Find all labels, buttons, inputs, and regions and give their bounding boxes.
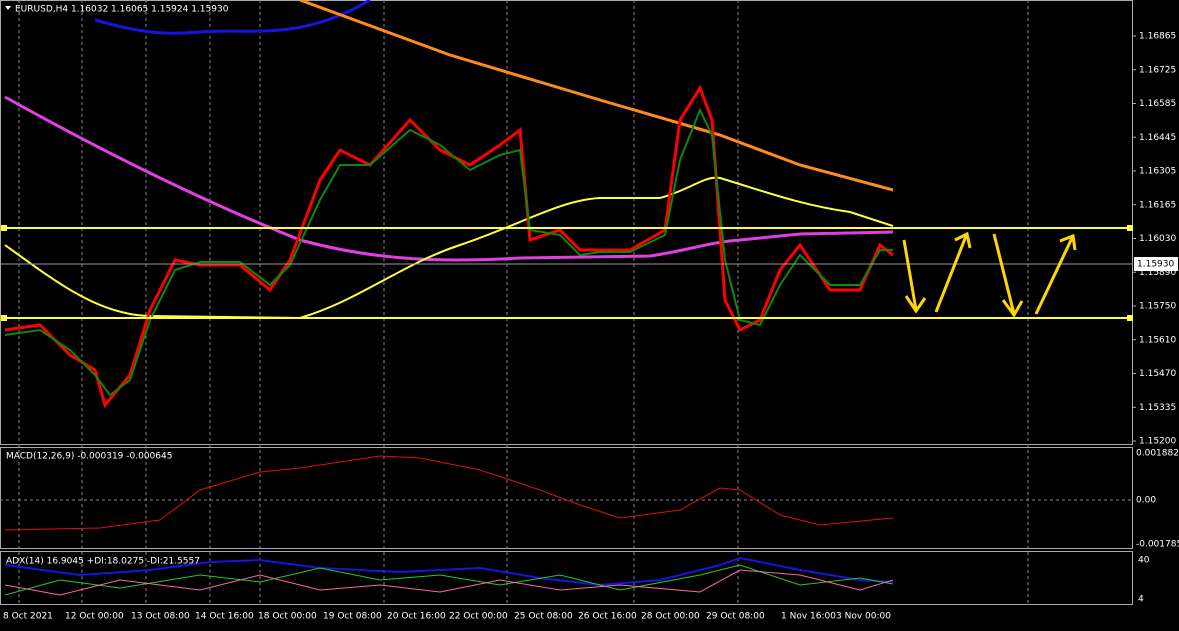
time-label: 25 Oct 08:00	[514, 612, 573, 622]
ma-blue	[94, 0, 371, 35]
price-label: 1.15335	[1139, 403, 1176, 413]
time-label: 3 Nov 00:00	[836, 612, 891, 622]
price-label: 1.15470	[1139, 369, 1176, 379]
current-price-box	[1134, 257, 1178, 271]
adx-axis-label: 40	[1138, 556, 1150, 566]
time-label: 14 Oct 16:00	[195, 612, 254, 622]
time-label: 18 Oct 00:00	[258, 612, 317, 622]
time-label: 8 Oct 2021	[3, 612, 53, 622]
adx-pane	[0, 551, 1133, 605]
scenario-arrows	[902, 231, 1077, 318]
macd-axis-label: -0.001785	[1136, 540, 1179, 550]
price-label: 1.16165	[1139, 200, 1176, 210]
price-label: 1.16725	[1139, 65, 1176, 75]
plus-di-line	[4, 564, 894, 596]
price-label: 1.15750	[1139, 302, 1176, 312]
ma-yellow	[4, 176, 894, 320]
time-label: 12 Oct 00:00	[65, 612, 124, 622]
macd-axis-label: 0.001882	[1136, 449, 1179, 459]
line-handle[interactable]	[1127, 315, 1133, 321]
price-label: 1.16585	[1139, 99, 1176, 109]
time-label: 28 Oct 00:00	[641, 612, 700, 622]
macd-signal	[4, 455, 894, 531]
price-label: 1.16305	[1139, 167, 1176, 177]
price-ma-green	[4, 107, 893, 397]
ma-orange	[299, 0, 894, 192]
line-handle[interactable]	[1, 315, 7, 321]
ma-magenta	[4, 95, 894, 262]
minus-di-line	[4, 569, 894, 596]
adx-line	[4, 556, 894, 587]
symbol-info: EURUSD,H4 1.16032 1.16065 1.15924 1.1593…	[15, 5, 229, 15]
time-label: 19 Oct 08:00	[323, 612, 382, 622]
price-label: 1.15200	[1139, 437, 1176, 447]
adx-axis-label: 4	[1138, 595, 1144, 605]
current-price-label: 1.15930	[1137, 260, 1174, 270]
vertical-grid	[18, 0, 1029, 605]
main-pane	[0, 0, 1133, 445]
time-label: 1 Nov 16:00	[781, 612, 836, 622]
time-label: 29 Oct 08:00	[706, 612, 765, 622]
price-label: 1.16445	[1139, 133, 1176, 143]
time-label: 13 Oct 08:00	[131, 612, 190, 622]
price-label: 1.15890	[1139, 268, 1176, 278]
price-label: 1.15610	[1139, 335, 1176, 345]
macd-axis-label: 0.00	[1136, 496, 1156, 506]
adx-title: ADX(14) 16.9045 +DI:18.0275 -DI:21.5557	[6, 557, 200, 567]
time-label: 20 Oct 16:00	[387, 612, 446, 622]
line-handle[interactable]	[1127, 225, 1133, 231]
time-label: 22 Oct 00:00	[449, 612, 508, 622]
price-ma-red	[4, 84, 894, 409]
macd-pane	[0, 447, 1133, 549]
macd-title: MACD(12,26,9) -0.000319 -0.000645	[6, 452, 172, 462]
menu-triangle[interactable]	[5, 6, 11, 10]
price-label: 1.16030	[1139, 234, 1176, 244]
price-label: 1.16865	[1139, 32, 1176, 42]
time-label: 26 Oct 16:00	[578, 612, 637, 622]
line-handle[interactable]	[1, 225, 7, 231]
